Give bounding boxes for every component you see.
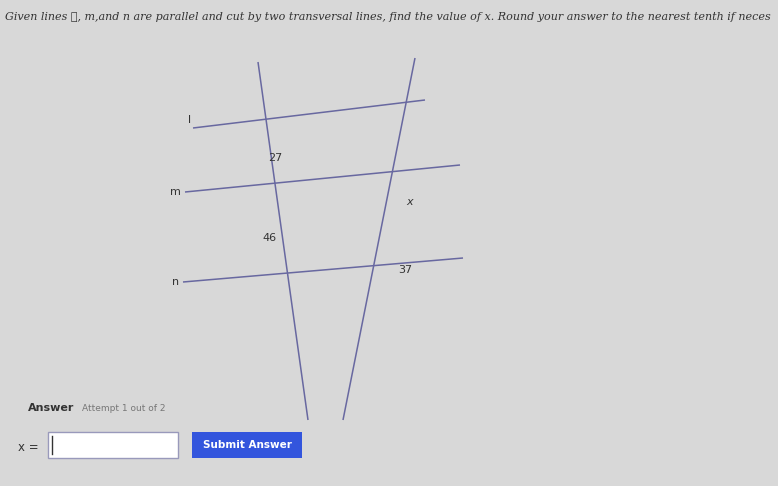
Text: Attempt 1 out of 2: Attempt 1 out of 2 [82,403,166,413]
Text: Given lines ℓ, m,and n are parallel and cut by two transversal lines, find the v: Given lines ℓ, m,and n are parallel and … [5,12,771,22]
Text: m: m [170,187,181,197]
Text: n: n [172,277,179,287]
Text: 46: 46 [262,233,276,243]
Text: x: x [406,197,412,207]
Text: x =: x = [18,440,39,453]
Text: l: l [187,115,191,125]
Text: 27: 27 [268,153,282,163]
Text: Submit Answer: Submit Answer [202,440,292,450]
Text: Answer: Answer [28,403,75,413]
Bar [192,432,302,458]
Text: 37: 37 [398,265,412,275]
Bar [48,432,178,458]
